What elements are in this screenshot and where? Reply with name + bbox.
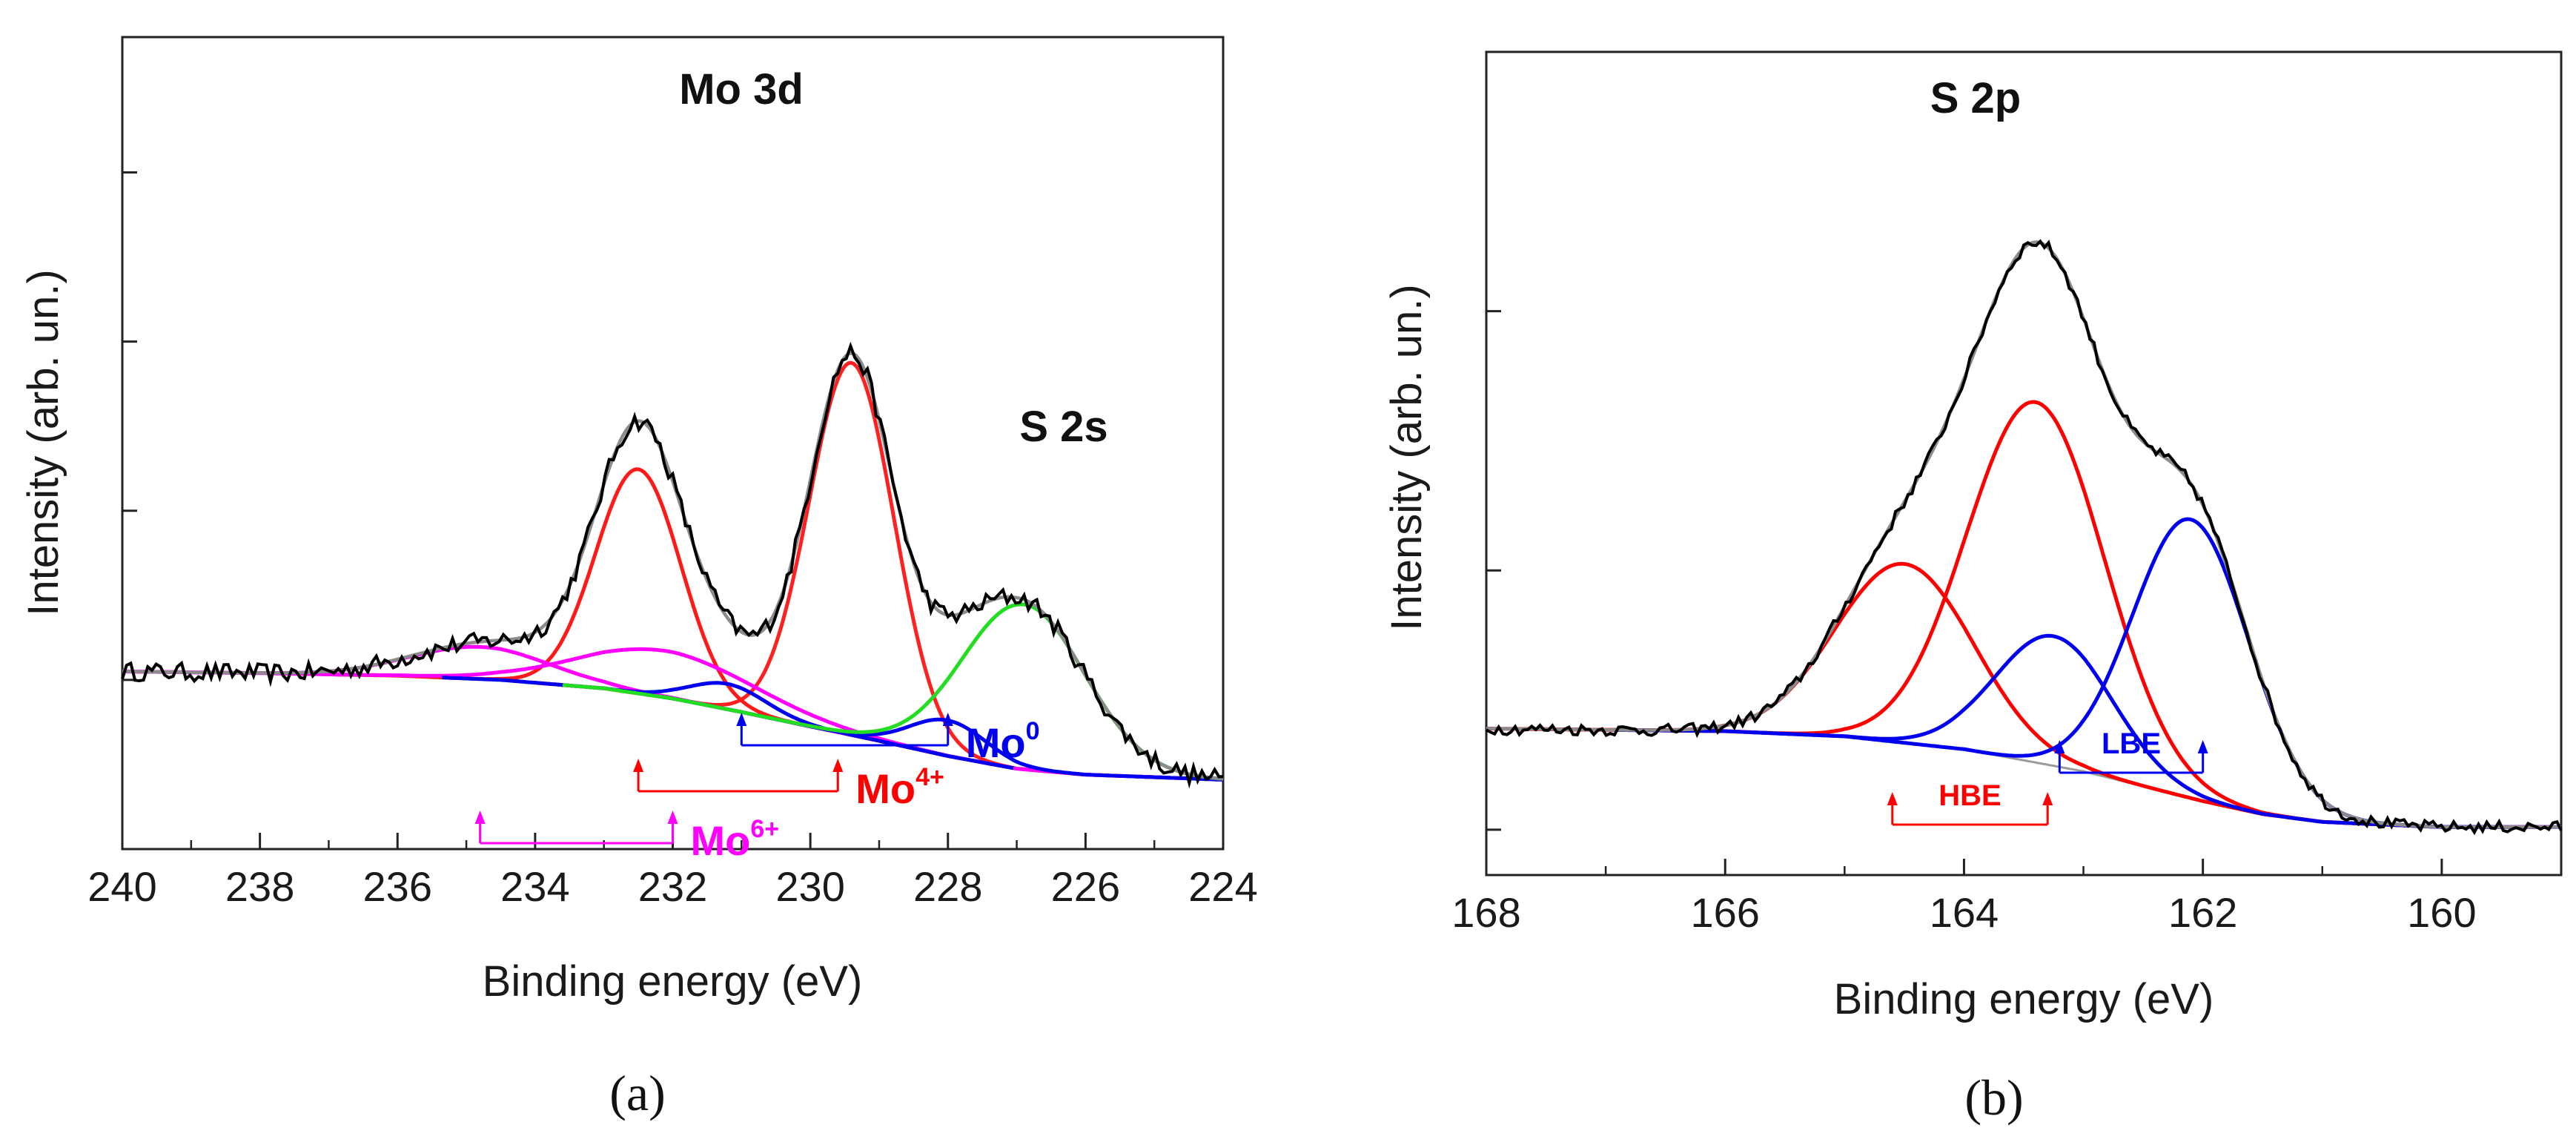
x-tick-label: 230 bbox=[775, 863, 844, 910]
y-axis-label-a: Intensity (arb. un.) bbox=[19, 269, 67, 615]
bracket-arrowhead bbox=[2042, 792, 2053, 805]
panel-label-b: (b) bbox=[1964, 1069, 2023, 1126]
x-tick-label: 224 bbox=[1188, 863, 1257, 910]
x-axis-label-a: Binding energy (eV) bbox=[483, 957, 863, 1006]
bracket-arrowhead bbox=[2054, 740, 2065, 753]
oxidation-state-label: Mo0 bbox=[966, 717, 1040, 766]
plot-frame-b bbox=[1485, 50, 2563, 877]
bracket-hbe bbox=[1887, 792, 2053, 826]
chart-title-a: Mo 3d bbox=[679, 65, 804, 113]
curves-a bbox=[121, 341, 1224, 789]
bracket-arrowhead bbox=[1887, 792, 1898, 805]
y-axis-label-b: Intensity (arb. un.) bbox=[1383, 284, 1431, 630]
x-tick-label: 166 bbox=[1691, 889, 1760, 936]
component-peak bbox=[1752, 517, 2561, 829]
background-line bbox=[1486, 727, 2561, 828]
x-axis-label-b: Binding energy (eV) bbox=[1834, 975, 2214, 1023]
y-axis-ticks-a bbox=[122, 171, 137, 681]
panel-b-s2p-chart: 168 166 164 162 160 HBE LBE S 2p Binding ener… bbox=[1383, 50, 2563, 1126]
panel-a-mo3d-chart: 240 238 236 234 232 230 228 226 224 Mo0Mo4+Mo6+ … bbox=[19, 36, 1258, 1121]
x-tick-label: 236 bbox=[363, 863, 432, 910]
x-tick-label: 226 bbox=[1051, 863, 1120, 910]
bracket-mo0 bbox=[736, 713, 953, 747]
bracket-lbe bbox=[2054, 740, 2208, 774]
experimental-data bbox=[121, 341, 1224, 789]
hbe-label: HBE bbox=[1938, 779, 2001, 812]
x-tick-label: 160 bbox=[2407, 889, 2476, 936]
y-axis-ticks-b bbox=[1486, 310, 1501, 831]
annotations-a: Mo0 Mo4+ Mo6+ bbox=[474, 713, 1040, 864]
x-axis-ticks-a: 240 238 236 234 232 230 228 226 224 bbox=[87, 833, 1258, 910]
background-line bbox=[122, 670, 1224, 781]
bracket-arrowhead bbox=[667, 811, 678, 824]
chart-title-b: S 2p bbox=[1930, 74, 2022, 122]
s2s-label-a: S 2s bbox=[1019, 403, 1107, 451]
oxidation-state-label: Mo6+ bbox=[691, 815, 780, 864]
component-peak bbox=[442, 676, 1014, 770]
annotations-b: HBE LBE bbox=[1887, 727, 2208, 826]
component-peak bbox=[122, 644, 1009, 769]
bracket-arrowhead bbox=[736, 713, 747, 726]
fit-envelope bbox=[1486, 240, 2561, 829]
x-tick-label: 162 bbox=[2168, 889, 2237, 936]
oxidation-state-label: Mo4+ bbox=[855, 763, 944, 812]
experimental-data bbox=[1486, 239, 2563, 836]
component-peak bbox=[1614, 633, 2492, 829]
bracket-mo6+ bbox=[474, 811, 678, 845]
component-peak bbox=[122, 647, 1224, 782]
bracket-arrowhead bbox=[942, 713, 953, 726]
x-tick-label: 232 bbox=[638, 863, 707, 910]
panel-label-a: (a) bbox=[609, 1065, 665, 1121]
lbe-label: LBE bbox=[2102, 727, 2161, 760]
x-tick-label: 240 bbox=[87, 863, 156, 910]
x-tick-label: 228 bbox=[913, 863, 982, 910]
x-tick-label: 164 bbox=[1930, 889, 1999, 936]
bracket-arrowhead bbox=[2197, 740, 2208, 753]
curves-b bbox=[1486, 239, 2563, 836]
x-tick-label: 234 bbox=[500, 863, 569, 910]
bracket-mo4+ bbox=[633, 759, 844, 793]
bracket-arrowhead bbox=[474, 811, 486, 824]
bracket-arrowhead bbox=[832, 759, 844, 772]
x-tick-label: 168 bbox=[1451, 889, 1520, 936]
bracket-arrowhead bbox=[633, 759, 644, 772]
component-peak bbox=[321, 467, 956, 759]
x-tick-label: 238 bbox=[225, 863, 294, 910]
x-axis-ticks-b: 168 166 164 162 160 bbox=[1451, 859, 2563, 936]
